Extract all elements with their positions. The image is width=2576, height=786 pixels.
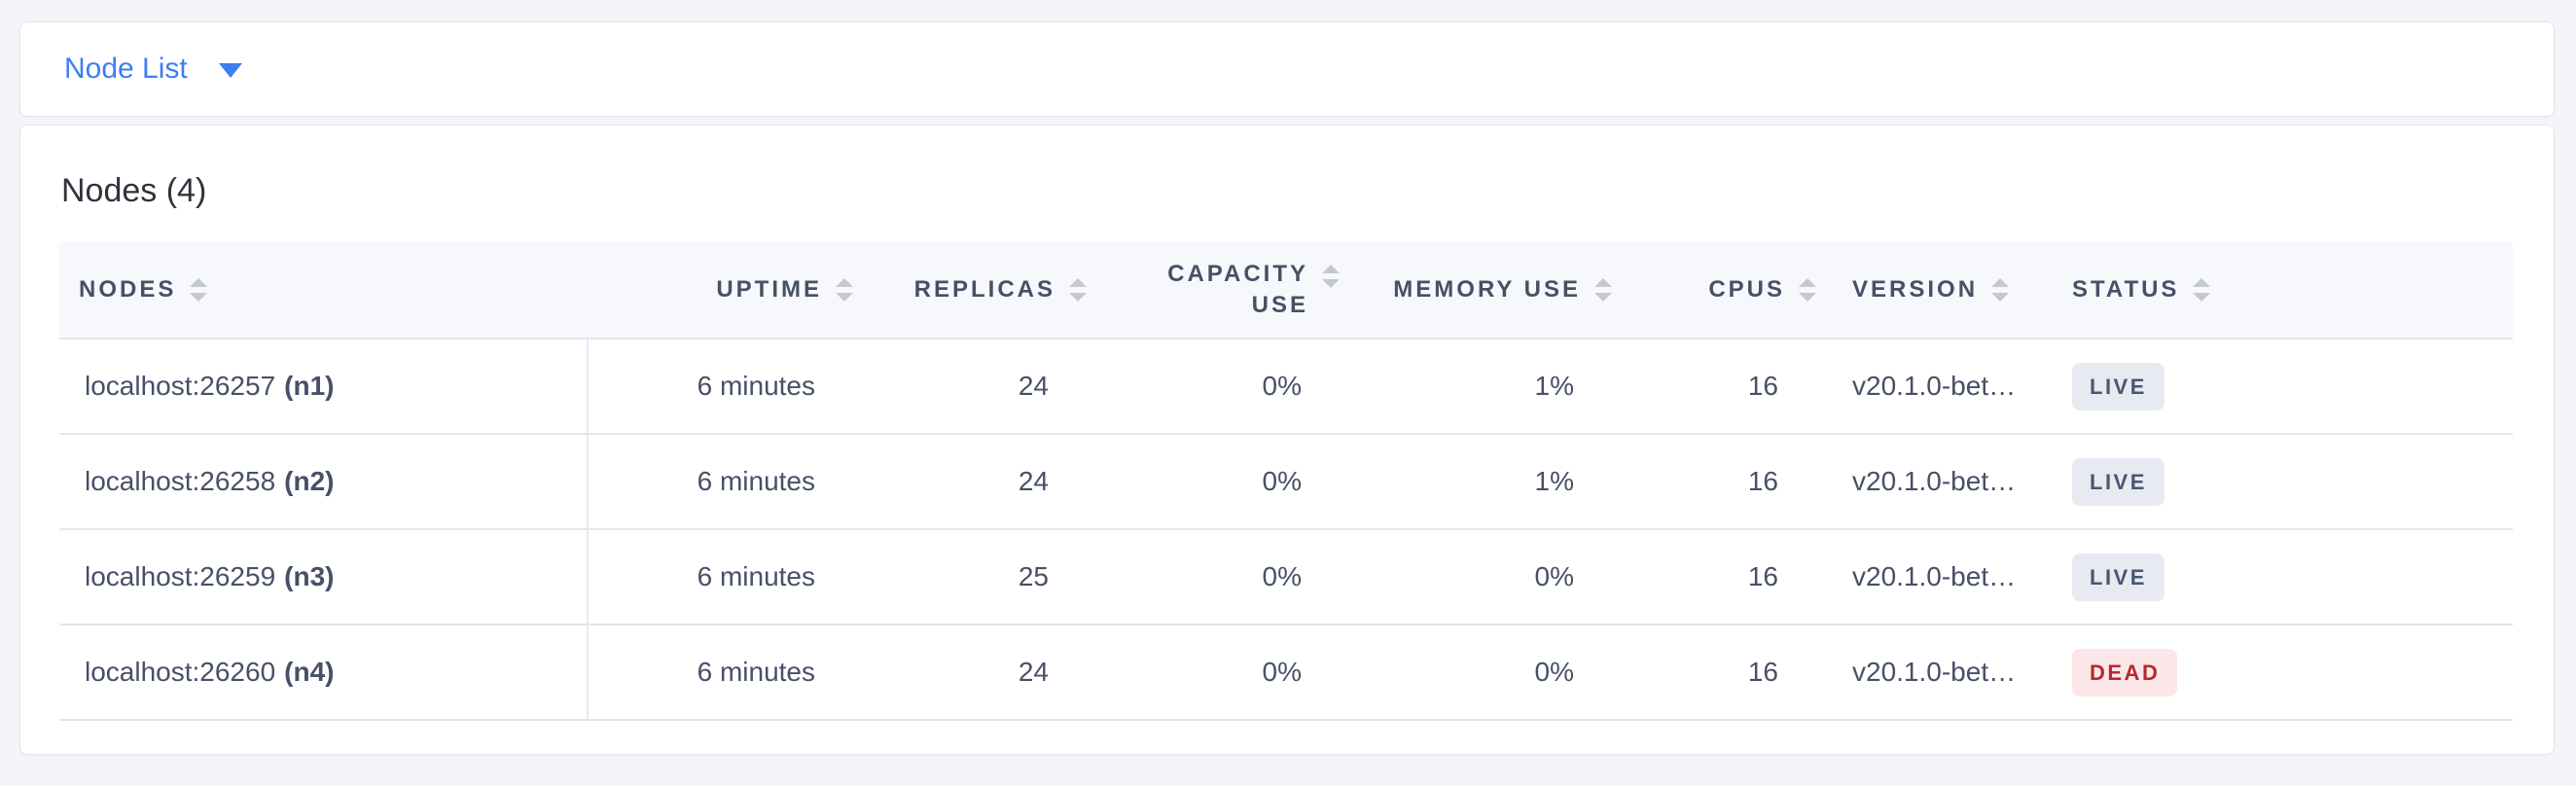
column-label: STATUS: [2072, 275, 2180, 303]
node-address-cell: localhost:26259 (n3): [59, 529, 589, 625]
sort-icon[interactable]: [1068, 276, 1088, 304]
column-label: MEMORY USE: [1393, 275, 1581, 303]
page-title: Nodes (4): [61, 172, 207, 209]
replicas-cell: 25: [860, 529, 1093, 625]
table-row: localhost:26259 (n3) 6 minutes 25 0% 0% 1…: [59, 529, 2513, 625]
replicas-cell: 24: [860, 625, 1093, 721]
sort-icon[interactable]: [1798, 276, 1817, 304]
sort-icon[interactable]: [2192, 276, 2211, 304]
sort-icon[interactable]: [835, 276, 854, 304]
capacity-use-cell: 0%: [1093, 529, 1346, 625]
capacity-use-cell: 0%: [1093, 625, 1346, 721]
column-label: CAPACITY USE: [1167, 261, 1308, 318]
uptime-cell: 6 minutes: [588, 434, 860, 530]
status-badge: LIVE: [2072, 553, 2165, 601]
column-header-nodes[interactable]: NODES: [59, 241, 588, 339]
node-address: localhost:26258: [85, 466, 276, 496]
node-id: (n3): [284, 561, 335, 591]
status-badge: LIVE: [2072, 457, 2165, 506]
column-header-capacity-use[interactable]: CAPACITY USE: [1093, 241, 1346, 339]
nodes-panel: Nodes (4) NODES UPTIME: [19, 125, 2555, 755]
version-cell: v20.1.0-bet…: [1823, 339, 2066, 435]
memory-use-cell: 0%: [1346, 529, 1619, 625]
version-cell: v20.1.0-bet…: [1823, 625, 2066, 721]
node-address: localhost:26259: [85, 561, 276, 591]
memory-use-cell: 0%: [1346, 625, 1619, 721]
sort-icon[interactable]: [1990, 276, 2010, 304]
column-header-memory-use[interactable]: MEMORY USE: [1346, 241, 1619, 339]
node-address: localhost:26257: [85, 371, 276, 401]
nodes-table: NODES UPTIME REPLICAS: [59, 241, 2513, 721]
table-row: localhost:26258 (n2) 6 minutes 24 0% 1% 1…: [59, 434, 2513, 530]
uptime-cell: 6 minutes: [588, 339, 860, 435]
version-cell: v20.1.0-bet…: [1823, 434, 2066, 530]
column-header-version[interactable]: VERSION: [1823, 241, 2066, 339]
node-address-cell: localhost:26257 (n1): [59, 339, 589, 435]
node-id: (n1): [284, 371, 335, 401]
sort-icon[interactable]: [1593, 276, 1613, 304]
table-row: localhost:26260 (n4) 6 minutes 24 0% 0% 1…: [59, 625, 2513, 721]
status-cell: LIVE: [2066, 529, 2513, 625]
uptime-cell: 6 minutes: [588, 529, 860, 625]
column-header-status[interactable]: STATUS: [2066, 241, 2513, 339]
sort-icon[interactable]: [1321, 263, 1341, 290]
node-list-dropdown-label: Node List: [64, 53, 188, 85]
node-address: localhost:26260: [85, 657, 276, 687]
cpus-cell: 16: [1619, 625, 1823, 721]
node-address-cell: localhost:26260 (n4): [59, 625, 589, 721]
column-label: VERSION: [1852, 275, 1979, 303]
table-header-row: NODES UPTIME REPLICAS: [59, 241, 2513, 339]
page: Node List Nodes (4) NODES: [19, 21, 2555, 755]
column-header-replicas[interactable]: REPLICAS: [860, 241, 1093, 339]
page-config-bar: Node List: [19, 21, 2555, 117]
node-address-cell: localhost:26258 (n2): [59, 434, 589, 530]
version-cell: v20.1.0-bet…: [1823, 529, 2066, 625]
cpus-cell: 16: [1619, 434, 1823, 530]
replicas-cell: 24: [860, 434, 1093, 530]
memory-use-cell: 1%: [1346, 434, 1619, 530]
capacity-use-cell: 0%: [1093, 339, 1346, 435]
node-id: (n4): [284, 657, 335, 687]
node-id: (n2): [284, 466, 335, 496]
column-label: CPUS: [1708, 275, 1785, 303]
capacity-use-cell: 0%: [1093, 434, 1346, 530]
sort-icon[interactable]: [189, 276, 208, 304]
memory-use-cell: 1%: [1346, 339, 1619, 435]
caret-down-icon: [218, 63, 242, 78]
replicas-cell: 24: [860, 339, 1093, 435]
status-cell: LIVE: [2066, 434, 2513, 530]
column-header-uptime[interactable]: UPTIME: [588, 241, 860, 339]
status-badge: DEAD: [2072, 648, 2178, 697]
column-label: UPTIME: [716, 275, 822, 303]
table-row: localhost:26257 (n1) 6 minutes 24 0% 1% 1…: [59, 339, 2513, 435]
node-list-dropdown[interactable]: Node List: [64, 54, 242, 84]
status-cell: LIVE: [2066, 339, 2513, 435]
status-badge: LIVE: [2072, 362, 2165, 411]
cpus-cell: 16: [1619, 339, 1823, 435]
cpus-cell: 16: [1619, 529, 1823, 625]
uptime-cell: 6 minutes: [588, 625, 860, 721]
column-label: REPLICAS: [913, 275, 1055, 303]
column-header-cpus[interactable]: CPUS: [1619, 241, 1823, 339]
status-cell: DEAD: [2066, 625, 2513, 721]
column-label: NODES: [79, 275, 177, 303]
